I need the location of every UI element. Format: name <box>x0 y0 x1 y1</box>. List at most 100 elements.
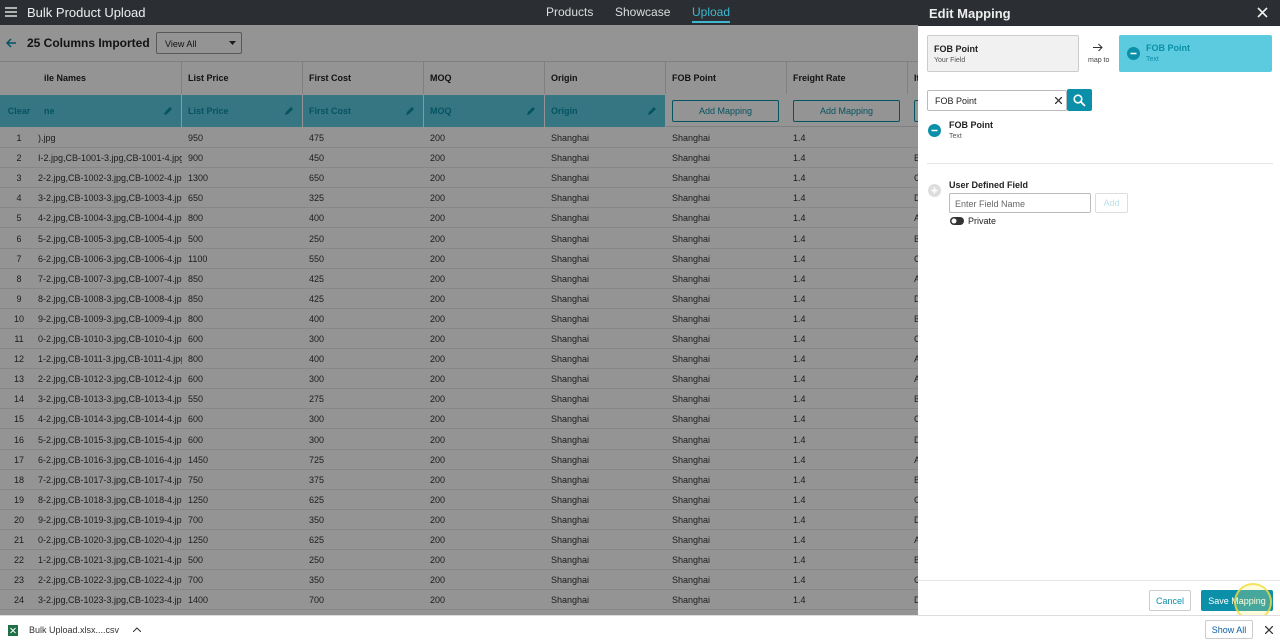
close-downloads[interactable] <box>1265 626 1273 634</box>
add-button[interactable]: Add <box>1095 193 1128 213</box>
view-select[interactable]: View All <box>156 32 242 54</box>
edit-icon[interactable] <box>284 106 294 116</box>
table-cell: 200 <box>430 474 446 485</box>
divider <box>918 580 1280 581</box>
table-cell: Shanghai <box>551 293 590 304</box>
arrow-icon <box>1093 43 1103 52</box>
table-cell: 1.4 <box>793 354 806 365</box>
table-cell: 1250 <box>188 535 209 545</box>
row-index: 16 <box>13 434 24 445</box>
search-input[interactable]: FOB Point <box>927 90 1067 111</box>
row-index: 5 <box>16 213 22 224</box>
nav-link[interactable]: Showcase <box>615 5 671 19</box>
source-sub: Your Field <box>934 57 966 64</box>
download-bar: Bulk Upload.xlsx....csv Show All <box>0 615 1280 642</box>
show-all-button[interactable]: Show All <box>1205 620 1253 639</box>
edit-icon[interactable] <box>163 106 173 116</box>
column-header: MOQ <box>424 62 545 94</box>
table-cell: Shanghai <box>672 313 711 324</box>
table-cell: C <box>908 570 930 590</box>
table-cell: Shanghai <box>672 193 711 204</box>
table-cell: Shanghai <box>672 535 711 545</box>
table-cell: 1.4 <box>793 494 806 505</box>
table-cell: 1.4 <box>793 293 806 304</box>
table-row <box>0 349 930 370</box>
chevron-icon[interactable] <box>133 627 141 632</box>
table-cell: 3-2.jpg,CB-1023-3.jpg,CB-1023-4.jpg <box>38 595 182 606</box>
remove-icon[interactable] <box>1127 47 1140 60</box>
table-cell: 325 <box>309 193 325 204</box>
cursor-highlight <box>1234 583 1272 621</box>
row-index: 17 <box>13 454 24 465</box>
mapped-column[interactable]: First Cost <box>303 95 424 127</box>
table-cell: 1.4 <box>793 334 806 344</box>
search-value: FOB Point <box>935 96 977 106</box>
table-cell: 200 <box>430 394 446 405</box>
table-cell: Shanghai <box>551 374 590 385</box>
target-field[interactable]: FOB Point Text <box>1119 35 1272 72</box>
menu-icon[interactable] <box>5 6 17 18</box>
edit-icon[interactable] <box>526 106 536 116</box>
mapped-column[interactable]: List Price <box>182 95 303 127</box>
table-cell: 1250 <box>188 494 209 505</box>
table-cell: A <box>914 454 921 465</box>
clear-icon[interactable] <box>1055 97 1062 104</box>
table-cell: 700 <box>188 514 204 525</box>
add-mapping-button[interactable]: Add Mapping <box>793 100 900 122</box>
table-cell: 300 <box>309 334 325 344</box>
table-cell: 350 <box>309 514 325 525</box>
table-cell: 650 <box>309 173 325 184</box>
table-cell: Shanghai <box>551 535 590 545</box>
column-header: List Price <box>182 62 303 94</box>
table-cell: 800 <box>188 213 204 224</box>
table-cell: Shanghai <box>672 575 711 586</box>
table-cell: Shanghai <box>672 454 711 465</box>
result-name[interactable]: FOB Point <box>949 120 993 130</box>
table-cell: 7-2.jpg,CB-1007-3.jpg,CB-1007-4.jpg <box>38 273 182 284</box>
table-cell: 1.4 <box>793 253 806 264</box>
close-icon[interactable] <box>1257 7 1268 18</box>
table-cell: 1.4 <box>793 414 806 425</box>
mapped-column[interactable]: Origin <box>545 95 666 127</box>
table-row <box>0 449 930 470</box>
data-table: ile Names List Price First Cost MOQ Origin FO… <box>0 61 934 615</box>
table-cell: 600 <box>188 374 204 385</box>
download-file[interactable]: Bulk Upload.xlsx....csv <box>29 625 120 635</box>
table-cell: Shanghai <box>551 133 590 143</box>
cancel-button[interactable]: Cancel <box>1149 590 1191 611</box>
table-cell: 3-2.jpg,CB-1013-3.jpg,CB-1013-4.jpg <box>38 394 182 405</box>
table-cell: 7-2.jpg,CB-1017-3.jpg,CB-1017-4.jpg <box>38 474 182 485</box>
table-cell: Shanghai <box>672 595 711 606</box>
search-button[interactable] <box>1067 89 1092 111</box>
back-icon[interactable] <box>5 38 17 48</box>
table-row <box>0 168 930 189</box>
row-index: 14 <box>13 394 24 405</box>
table-cell: B <box>914 474 921 485</box>
clear-button[interactable]: Clear <box>0 95 38 127</box>
private-label: Private <box>968 216 997 226</box>
add-mapping-button[interactable]: Add Mapping <box>672 100 779 122</box>
table-cell: Shanghai <box>672 374 711 385</box>
field-name-input[interactable]: Enter Field Name <box>949 193 1091 213</box>
nav-link[interactable]: Upload <box>692 5 731 23</box>
selected-icon[interactable] <box>928 124 941 137</box>
table-cell: 650 <box>188 193 204 204</box>
edit-icon[interactable] <box>405 106 415 116</box>
table-cell: 800 <box>188 354 204 365</box>
edit-icon[interactable] <box>647 106 657 116</box>
divider <box>927 163 1273 164</box>
table-cell: 0-2.jpg,CB-1010-3.jpg,CB-1010-4.jpg <box>38 334 182 344</box>
table-cell: 400 <box>309 313 325 324</box>
table-cell: B <box>914 313 921 324</box>
mapped-column[interactable]: MOQ <box>424 95 545 127</box>
mapped-column[interactable]: ne <box>38 95 182 127</box>
private-toggle[interactable] <box>950 217 964 225</box>
table-cell: 1100 <box>188 253 208 264</box>
table-cell: 1.4 <box>793 153 806 164</box>
table-cell: Shanghai <box>672 273 711 284</box>
nav-link[interactable]: Products <box>546 5 594 19</box>
table-cell: 1.4 <box>793 173 806 184</box>
table-cell: D <box>908 590 930 610</box>
table-row <box>0 469 930 490</box>
table-cell: 200 <box>430 434 446 445</box>
